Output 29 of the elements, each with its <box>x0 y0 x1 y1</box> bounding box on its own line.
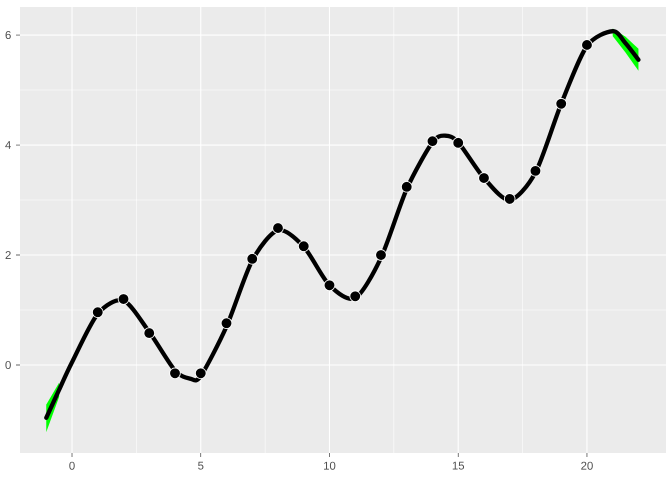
y-tick-label: 2 <box>6 251 11 259</box>
y-tick-label: 0 <box>5 361 11 370</box>
point <box>118 293 130 305</box>
x-tick-label: 10 <box>324 462 336 470</box>
point <box>272 222 284 234</box>
point <box>375 249 387 261</box>
point <box>92 306 104 318</box>
point <box>581 39 593 51</box>
point <box>220 317 232 329</box>
point <box>426 135 438 147</box>
point <box>504 193 516 205</box>
point <box>298 240 310 252</box>
point <box>555 98 567 110</box>
point <box>350 290 361 302</box>
y-tick-label: 4 <box>5 141 11 149</box>
point <box>452 137 464 149</box>
y-tick-label: 6 <box>6 31 11 40</box>
x-tick-label: 15 <box>452 462 464 470</box>
x-tick-label: 0 <box>69 462 75 470</box>
x-tick-label: 5 <box>198 462 204 470</box>
point <box>324 280 336 291</box>
point <box>246 253 258 265</box>
x-tick-label: 20 <box>581 462 593 470</box>
point <box>195 368 206 379</box>
point <box>169 368 181 379</box>
point <box>400 181 412 193</box>
point <box>144 327 155 339</box>
point <box>478 172 490 184</box>
point <box>530 165 542 177</box>
